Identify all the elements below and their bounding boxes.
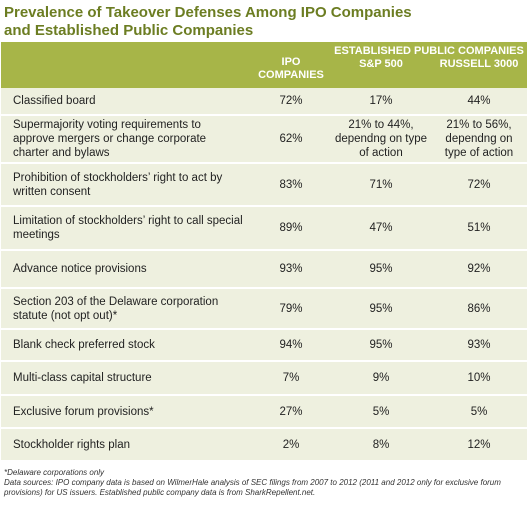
- table-row: Section 203 of the Delaware corporation …: [1, 288, 528, 330]
- table-row: Limitation of stockholders’ right to cal…: [1, 206, 528, 251]
- header-cell: [1, 42, 251, 88]
- cell-value: 72%: [251, 88, 331, 116]
- table-row: Stockholder rights plan 2% 8% 12%: [1, 428, 528, 462]
- table-row: Exclusive forum provisions* 27% 5% 5%: [1, 395, 528, 429]
- table-row: Advance notice provisions 93% 95% 92%: [1, 250, 528, 289]
- cell-value: 71%: [331, 163, 431, 207]
- cell-value: 44%: [431, 88, 528, 116]
- cell-value: 7%: [251, 361, 331, 396]
- row-label: Multi-class capital structure: [1, 361, 251, 396]
- table-row: Supermajority voting requirements to app…: [1, 115, 528, 164]
- table-row: Multi-class capital structure 7% 9% 10%: [1, 361, 528, 396]
- row-label: Exclusive forum provisions*: [1, 395, 251, 429]
- cell-value: 51%: [431, 206, 528, 251]
- cell-value: 79%: [251, 288, 331, 330]
- row-label: Stockholder rights plan: [1, 428, 251, 462]
- table: IPO COMPANIES ESTABLISHED PUBLIC COMPANI…: [1, 42, 528, 462]
- cell-value: 5%: [331, 395, 431, 429]
- title-line: and Established Public Companies: [4, 22, 254, 39]
- cell-value: 72%: [431, 163, 528, 207]
- cell-value: 95%: [331, 288, 431, 330]
- cell-value: 83%: [251, 163, 331, 207]
- table-row: Blank check preferred stock 94% 95% 93%: [1, 329, 528, 362]
- cell-value: 10%: [431, 361, 528, 396]
- cell-value: 93%: [251, 250, 331, 289]
- row-label: Blank check preferred stock: [1, 329, 251, 362]
- cell-value: 95%: [331, 329, 431, 362]
- footnote: Data sources: IPO company data is based …: [4, 478, 501, 497]
- row-label: Supermajority voting requirements to app…: [1, 115, 251, 164]
- title-line: Prevalence of Takeover Defenses Among IP…: [4, 4, 412, 21]
- row-label: Prohibition of stockholders’ right to ac…: [1, 163, 251, 207]
- cell-value: 21% to 56%, dependng on type of action: [431, 115, 528, 164]
- footnote: *Delaware corporations only: [4, 468, 105, 477]
- cell-value: 21% to 44%, dependng on type of action: [331, 115, 431, 164]
- cell-value: 89%: [251, 206, 331, 251]
- cell-value: 94%: [251, 329, 331, 362]
- header-cell: S&P 500: [331, 58, 431, 88]
- cell-value: 62%: [251, 115, 331, 164]
- table-body: Classified board 72% 17% 44% Supermajority v…: [1, 88, 528, 462]
- cell-value: 92%: [431, 250, 528, 289]
- row-label: Limitation of stockholders’ right to cal…: [1, 206, 251, 251]
- row-label: Advance notice provisions: [1, 250, 251, 289]
- cell-value: 5%: [431, 395, 528, 429]
- cell-value: 12%: [431, 428, 528, 462]
- cell-value: 47%: [331, 206, 431, 251]
- table-row: Classified board 72% 17% 44%: [1, 88, 528, 116]
- cell-value: 17%: [331, 88, 431, 116]
- footnotes: *Delaware corporations only Data sources:…: [0, 462, 528, 498]
- cell-value: 27%: [251, 395, 331, 429]
- cell-value: 8%: [331, 428, 431, 462]
- header-cell: ESTABLISHED PUBLIC COMPANIES: [331, 42, 528, 58]
- table-row: Prohibition of stockholders’ right to ac…: [1, 163, 528, 207]
- header-cell: RUSSELL 3000: [431, 58, 528, 88]
- cell-value: 93%: [431, 329, 528, 362]
- title: Prevalence of Takeover Defenses Among IP…: [0, 0, 528, 42]
- cell-value: 95%: [331, 250, 431, 289]
- row-label: Classified board: [1, 88, 251, 116]
- cell-value: 86%: [431, 288, 528, 330]
- cell-value: 9%: [331, 361, 431, 396]
- header-cell: IPO COMPANIES: [251, 42, 331, 88]
- row-label: Section 203 of the Delaware corporation …: [1, 288, 251, 330]
- cell-value: 2%: [251, 428, 331, 462]
